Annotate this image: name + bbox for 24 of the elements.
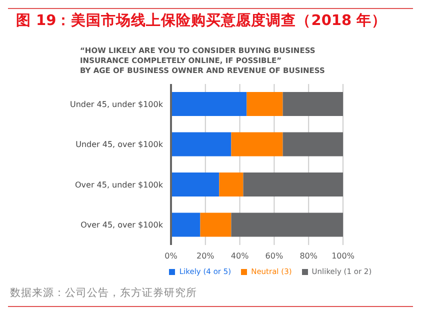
chart-title: 图 19：美国市场线上保险购买意愿度调查（2018 年） bbox=[16, 12, 388, 30]
bar bbox=[171, 212, 200, 237]
x-tick-label: 100% bbox=[332, 252, 355, 261]
bar bbox=[171, 172, 220, 196]
bar bbox=[171, 92, 247, 116]
bar bbox=[219, 172, 244, 196]
bar bbox=[231, 212, 343, 237]
bar bbox=[200, 212, 232, 237]
y-tick-label: Over 45, under $100k bbox=[74, 180, 164, 190]
bar bbox=[282, 92, 343, 116]
bar bbox=[171, 132, 232, 156]
x-tick-label: 0% bbox=[164, 252, 178, 261]
x-tick-label: 80% bbox=[300, 252, 318, 261]
source-note: 数据来源：公司公告，东方证券研究所 bbox=[10, 286, 198, 300]
y-tick-label: Under 45, under $100k bbox=[70, 100, 164, 109]
bar bbox=[243, 172, 343, 196]
y-tick-label: Over 45, over $100k bbox=[80, 220, 164, 230]
bar bbox=[282, 132, 343, 156]
bar bbox=[231, 132, 283, 156]
x-tick-label: 20% bbox=[196, 252, 215, 261]
x-tick-label: 40% bbox=[230, 252, 250, 261]
y-tick-label: Under 45, over $100k bbox=[76, 140, 164, 150]
x-tick-label: 60% bbox=[265, 252, 284, 261]
bar bbox=[246, 92, 283, 116]
